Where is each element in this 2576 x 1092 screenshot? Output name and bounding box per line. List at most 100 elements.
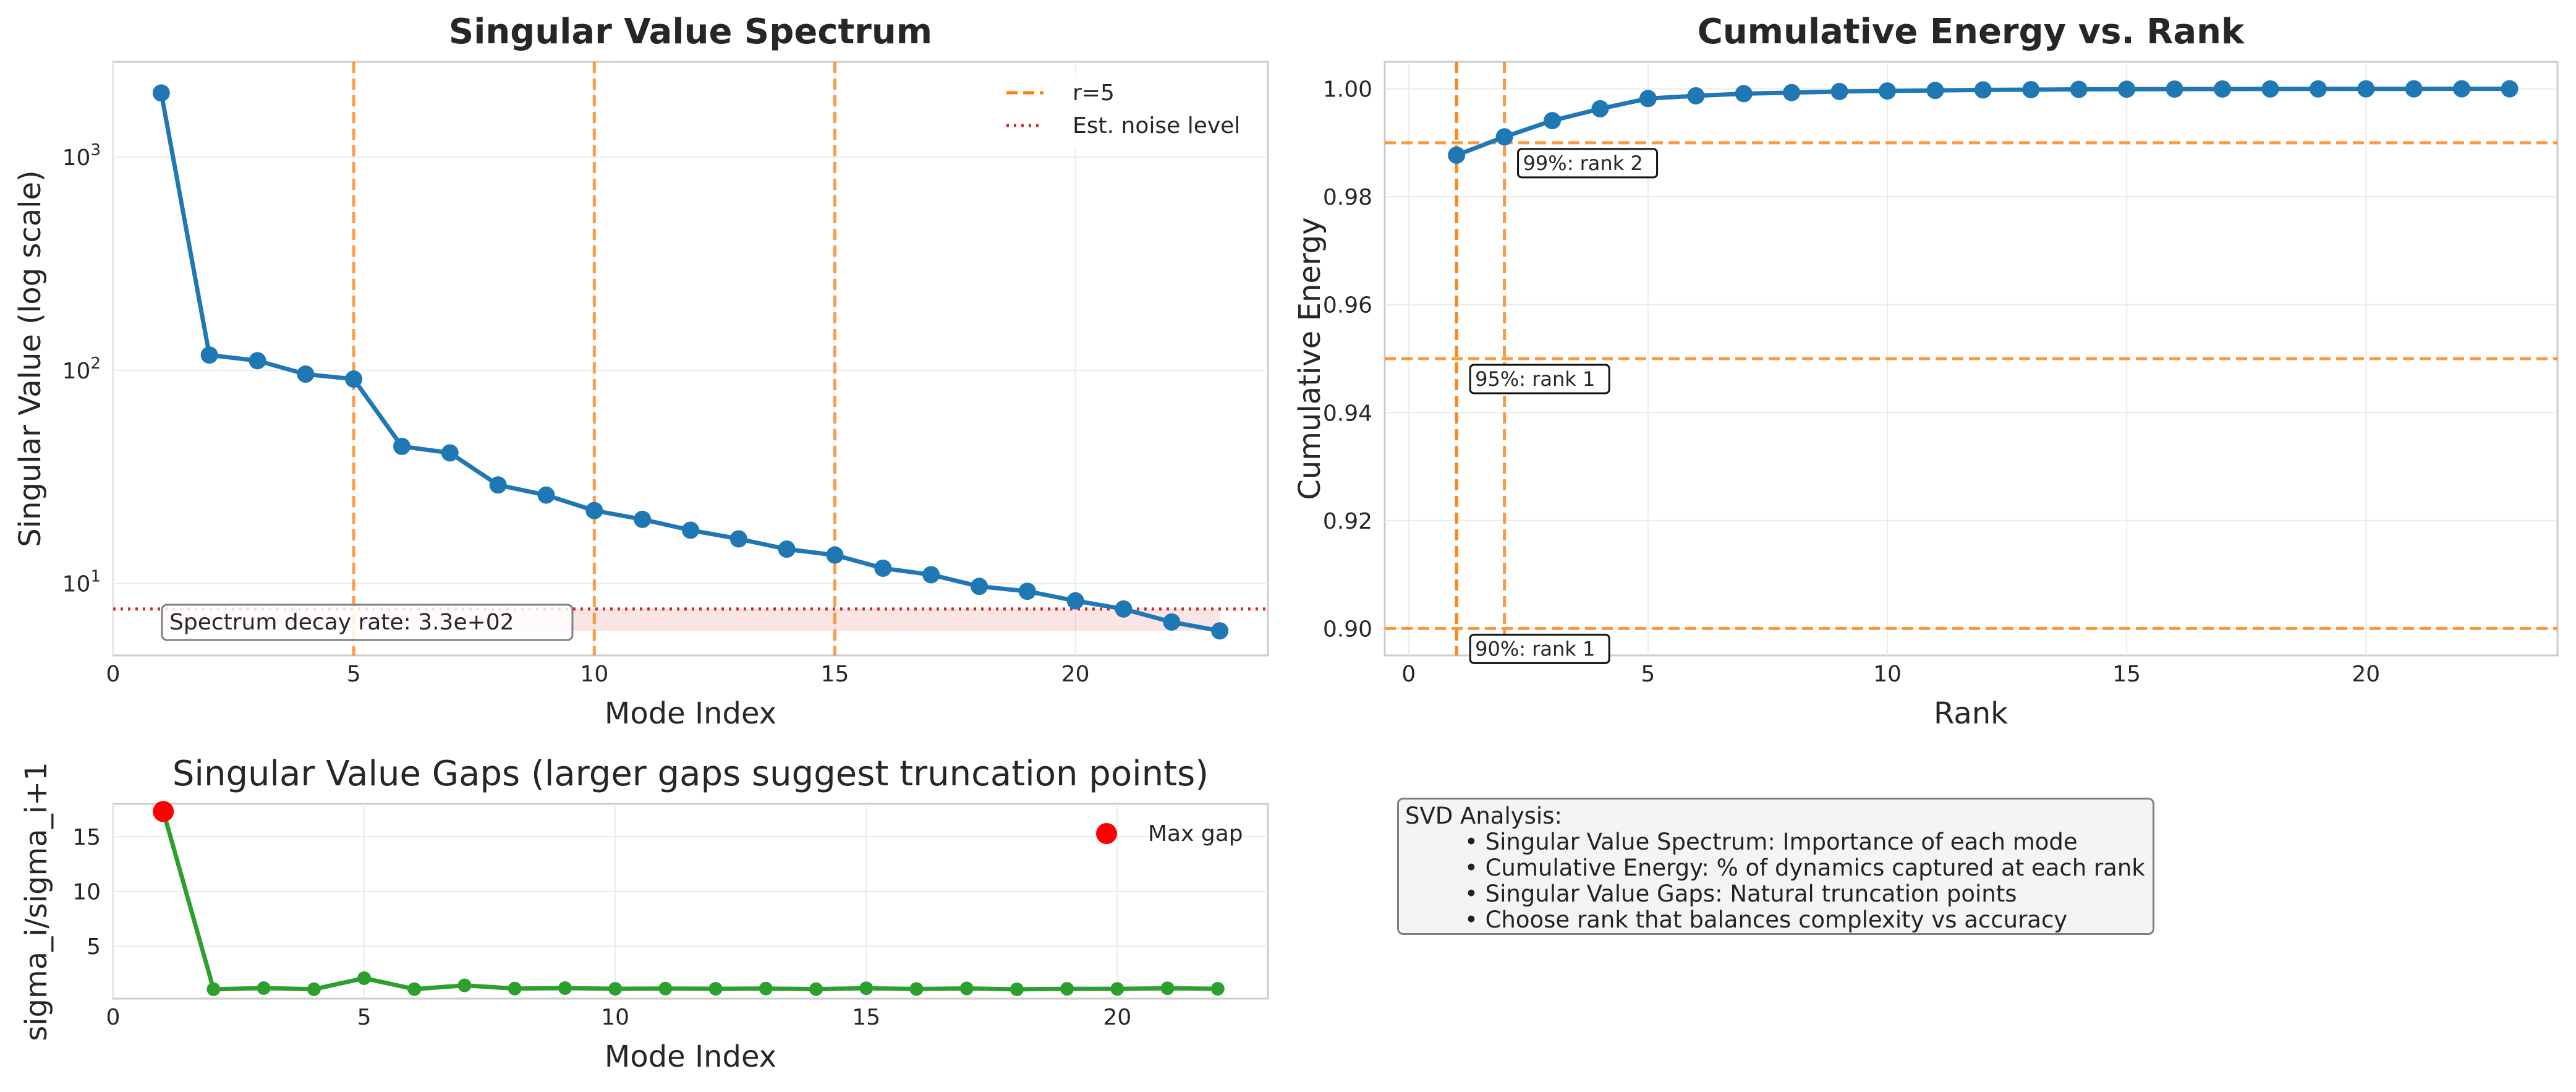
spectrum-point [585, 501, 603, 519]
gaps-point [909, 982, 924, 996]
gaps-point [558, 981, 572, 996]
spectrum-legend: r=5 Est. noise level [989, 73, 1255, 148]
energy-ylabel: Cumulative Energy [1293, 217, 1327, 500]
gaps-point [1010, 982, 1024, 996]
energy-point [1448, 146, 1466, 164]
energy-point [1735, 85, 1753, 103]
energy-point [1783, 83, 1801, 101]
energy-point [2501, 80, 2519, 98]
spectrum-point [971, 578, 988, 595]
y-tick-label: 0.96 [1323, 293, 1372, 318]
gaps-point [708, 982, 723, 996]
energy-point [1495, 128, 1513, 146]
y-tick-label: 0.98 [1323, 185, 1372, 210]
gaps-point [959, 981, 974, 996]
spectrum-point [634, 510, 652, 528]
info-line-3: • Singular Value Gaps: Natural truncatio… [1464, 881, 2017, 907]
gaps-ylabel: sigma_i/sigma_i+1 [19, 762, 54, 1041]
spectrum-point [922, 566, 940, 584]
y-tick-label: 103 [62, 141, 101, 171]
energy-point [1926, 82, 1944, 100]
x-tick-label: 20 [1061, 662, 1090, 687]
y-tick-label: 0.94 [1323, 401, 1372, 426]
gaps-point [608, 982, 623, 996]
energy-point [2166, 80, 2183, 98]
gaps-legend: Max gap [1096, 821, 1243, 847]
gaps-point [357, 971, 372, 985]
decay-rate-annotation: Spectrum decay rate: 3.3e+02 [161, 604, 574, 641]
gaps-xlabel: Mode Index [605, 1039, 776, 1074]
threshold-annotation-text: 90%: rank 1 [1475, 637, 1595, 660]
energy-point [1687, 87, 1705, 105]
energy-point [1830, 83, 1848, 100]
x-tick-label: 15 [821, 662, 849, 687]
info-heading: SVD Analysis: [1405, 803, 1562, 829]
x-tick-label: 10 [580, 662, 608, 687]
spectrum-chart: 0 5 10 15 20 101 102 103 Singular Value Spectr… [13, 12, 1269, 731]
gaps-point [206, 982, 221, 996]
spectrum-point [297, 365, 315, 383]
x-tick-label: 0 [106, 1005, 121, 1030]
energy-point [2070, 80, 2088, 98]
svd-analysis-box: SVD Analysis: • Singular Value Spectrum:… [1397, 798, 2154, 935]
spectrum-point [1211, 622, 1229, 640]
cumulative-energy-chart: 99%: rank 2 95%: rank 1 90%: rank 1 0 5 10 15… [1293, 12, 2559, 731]
spectrum-point [152, 84, 170, 102]
gaps-point [859, 981, 874, 996]
spectrum-point [1066, 592, 1084, 610]
spectrum-point [200, 346, 218, 364]
spectrum-point [729, 530, 747, 548]
y-tick-label: 1.00 [1323, 77, 1372, 103]
info-line-2: • Cumulative Energy: % of dynamics captu… [1464, 855, 2145, 881]
x-tick-label: 20 [1103, 1005, 1131, 1030]
gaps-line [161, 811, 1218, 992]
spectrum-point [537, 486, 555, 504]
gaps-point [759, 981, 773, 996]
x-tick-label: 5 [1641, 662, 1655, 687]
max-gap-marker [153, 801, 174, 822]
spectrum-point [441, 444, 459, 462]
y-tick-label: 0.90 [1323, 616, 1372, 642]
gaps-chart: 0 5 10 15 20 5 10 15 Singular Value Gaps (larg… [19, 754, 1269, 1074]
legend-noise-label: Est. noise level [1073, 113, 1240, 139]
energy-point [2118, 80, 2136, 98]
gaps-point [1210, 982, 1225, 996]
gaps-point [307, 982, 321, 996]
spectrum-point [826, 546, 844, 564]
spectrum-point [345, 370, 363, 388]
spectrum-point [874, 559, 892, 577]
energy-point [1639, 90, 1657, 108]
gaps-point [407, 982, 422, 996]
gaps-point [508, 981, 522, 996]
energy-point [2261, 80, 2279, 98]
gaps-point [658, 981, 673, 996]
spectrum-point [489, 476, 507, 494]
y-tick-label: 10 [72, 880, 101, 905]
gaps-point [1160, 981, 1175, 996]
energy-point [2453, 80, 2471, 98]
threshold-annotation-box [1469, 364, 1610, 395]
threshold-annotation-box [1469, 633, 1610, 664]
y-tick-label: 101 [62, 568, 101, 597]
x-tick-label: 10 [601, 1005, 629, 1030]
energy-title: Cumulative Energy vs. Rank [1698, 12, 2245, 52]
spectrum-point [393, 437, 410, 455]
y-tick-label: 15 [72, 825, 101, 850]
y-tick-label: 5 [87, 934, 101, 960]
y-tick-label: 0.92 [1323, 509, 1372, 534]
spectrum-ylabel: Singular Value (log scale) [13, 170, 48, 547]
energy-point [1879, 82, 1896, 100]
spectrum-xlabel: Mode Index [605, 696, 776, 731]
threshold-annotation-text: 99%: rank 2 [1523, 151, 1643, 175]
energy-point [1591, 100, 1609, 117]
y-tick-label: 102 [62, 354, 101, 384]
legend-maxgap-label: Max gap [1148, 821, 1243, 847]
spectrum-point [249, 352, 266, 370]
energy-point [1544, 112, 1561, 130]
gaps-point [257, 981, 271, 996]
spectrum-point [1163, 613, 1181, 631]
spectrum-point [1115, 600, 1133, 618]
energy-point [2309, 80, 2327, 98]
spectrum-point [778, 540, 796, 558]
